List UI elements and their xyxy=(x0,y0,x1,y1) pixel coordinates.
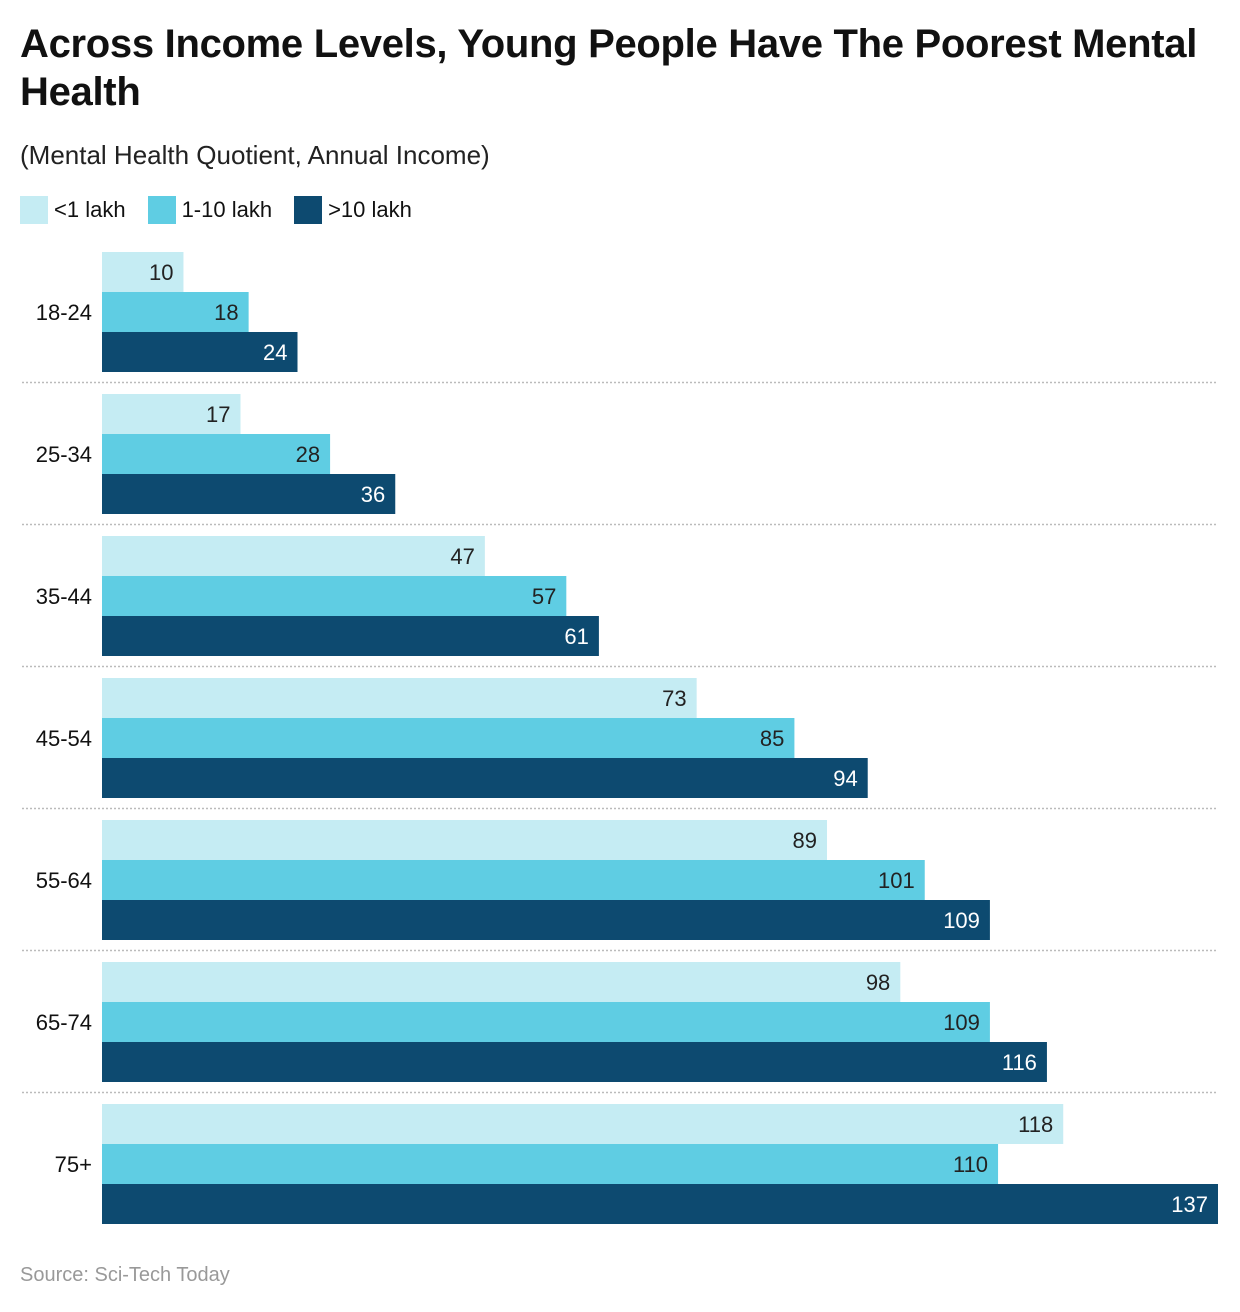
data-label: 47 xyxy=(450,544,474,569)
legend-item: 1-10 lakh xyxy=(147,196,273,224)
legend-label: 1-10 lakh xyxy=(181,197,273,222)
data-label: 57 xyxy=(532,584,556,609)
data-label: 137 xyxy=(1171,1192,1208,1217)
bar xyxy=(102,1002,990,1042)
legend-swatch xyxy=(294,196,323,224)
data-label: 118 xyxy=(1018,1112,1053,1137)
legend-label: <1 lakh xyxy=(54,197,126,222)
data-label: 61 xyxy=(564,624,588,649)
category-label: 35-44 xyxy=(36,584,92,609)
data-label: 24 xyxy=(263,340,287,365)
bar xyxy=(102,434,331,474)
bar xyxy=(102,474,396,514)
legend-swatch xyxy=(147,196,176,224)
legend-label: >10 lakh xyxy=(328,197,412,222)
chart-title: Across Income Levels, Young People Have … xyxy=(20,22,1198,114)
data-label: 101 xyxy=(878,868,915,893)
data-label: 36 xyxy=(361,482,385,507)
data-label: 18 xyxy=(214,300,238,325)
data-label: 109 xyxy=(943,908,980,933)
data-label: 28 xyxy=(296,442,320,467)
source-note: Source: Sci-Tech Today xyxy=(20,1264,230,1286)
data-label: 89 xyxy=(793,828,817,853)
data-label: 110 xyxy=(953,1152,988,1177)
bar xyxy=(102,1184,1218,1224)
category-label: 18-24 xyxy=(36,300,92,325)
legend-item: >10 lakh xyxy=(294,196,412,224)
legend-swatch xyxy=(20,196,48,224)
data-label: 109 xyxy=(943,1010,980,1035)
data-label: 98 xyxy=(866,970,890,995)
bar xyxy=(102,576,567,616)
bar xyxy=(102,820,827,860)
data-label: 94 xyxy=(833,766,857,791)
bar xyxy=(102,860,925,900)
chart-subtitle: (Mental Health Quotient, Annual Income) xyxy=(20,140,490,170)
data-label: 73 xyxy=(662,686,686,711)
data-label: 10 xyxy=(149,260,173,285)
bar xyxy=(102,962,901,1002)
bar xyxy=(102,678,697,718)
bar xyxy=(102,536,485,576)
bar xyxy=(102,292,249,332)
category-label: 55-64 xyxy=(36,868,92,893)
data-label: 17 xyxy=(206,402,230,427)
bar xyxy=(102,1042,1047,1082)
legend-item: <1 lakh xyxy=(20,196,126,224)
bar xyxy=(102,616,599,656)
bar xyxy=(102,1104,1064,1144)
bar xyxy=(102,1144,999,1184)
bar xyxy=(102,718,795,758)
bar xyxy=(102,252,184,292)
bar xyxy=(102,758,868,798)
bar xyxy=(102,332,298,372)
data-label: 85 xyxy=(760,726,784,751)
category-label: 65-74 xyxy=(36,1010,92,1035)
bar xyxy=(102,394,241,434)
category-label: 45-54 xyxy=(36,726,92,751)
bar xyxy=(102,900,990,940)
category-label: 75+ xyxy=(55,1152,92,1177)
legend: <1 lakh 1-10 lakh >10 lakh xyxy=(20,196,434,224)
data-label: 116 xyxy=(1002,1050,1037,1075)
category-label: 25-34 xyxy=(36,442,92,467)
